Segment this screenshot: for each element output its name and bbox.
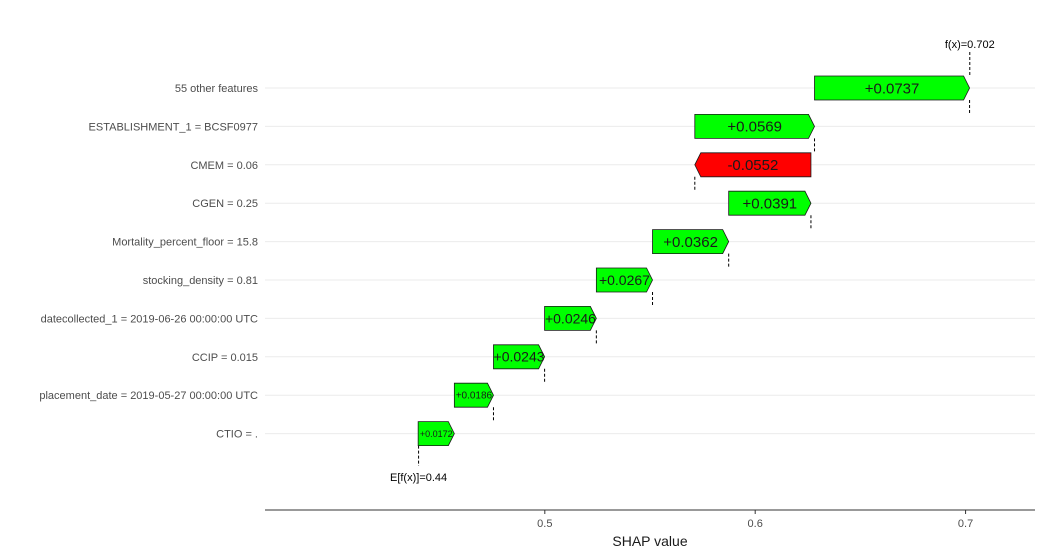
x-tick-label: 0.6: [748, 518, 763, 530]
waterfall-bar: [453, 382, 494, 408]
bar-value-label: -0.0552: [727, 157, 778, 174]
waterfall-bar: [544, 305, 597, 331]
waterfall-bar: [728, 190, 812, 216]
bar-value-label: +0.0569: [727, 119, 782, 136]
feature-label: CGEN = 0.25: [192, 198, 258, 210]
waterfall-bar: [652, 229, 730, 255]
feature-label: ESTABLISHMENT_1 = BCSF0977: [89, 121, 258, 133]
feature-label: CCIP = 0.015: [192, 352, 258, 364]
bar-value-label: +0.0243: [494, 349, 545, 365]
feature-label: 55 other features: [175, 83, 259, 95]
x-tick-label: 0.7: [958, 518, 973, 530]
feature-label: placement_date = 2019-05-27 00:00:00 UTC: [39, 390, 258, 402]
feature-label: CMEM = 0.06: [190, 160, 258, 172]
bar-value-label: +0.0172: [420, 429, 453, 439]
grid-lines: [265, 87, 1035, 435]
x-axis-ticks: 0.5 0.6 0.7: [537, 510, 973, 530]
waterfall-bar: [814, 75, 971, 101]
final-value-label: f(x)=0.702: [945, 39, 995, 51]
waterfall-bar: [493, 344, 546, 370]
x-axis-title: SHAP value: [612, 533, 687, 549]
bar-value-label: +0.0391: [742, 195, 797, 212]
bar-value-label: +0.0246: [545, 310, 596, 326]
waterfall-bar: [417, 421, 455, 447]
feature-label: datecollected_1 = 2019-06-26 00:00:00 UT…: [41, 313, 258, 325]
feature-label: Mortality_percent_floor = 15.8: [112, 237, 258, 249]
waterfall-bar: [694, 114, 815, 139]
feature-label: CTIO = .: [216, 429, 258, 441]
base-value-label: E[f(x)]=0.44: [390, 472, 447, 484]
bars: +0.0737 +0.0569 -0.0552 +0.0391 +0.0362 +0.02…: [417, 75, 971, 447]
bar-value-label: +0.0737: [865, 80, 920, 97]
feature-label: stocking_density = 0.81: [143, 275, 258, 287]
waterfall-bar: [694, 152, 812, 178]
x-tick-label: 0.5: [537, 518, 552, 530]
waterfall-bar: [595, 267, 653, 293]
bar-value-label: +0.0362: [663, 234, 718, 251]
bar-value-label: +0.0267: [599, 272, 650, 288]
bar-value-label: +0.0186: [456, 391, 493, 402]
connector-lines: [418, 52, 971, 466]
feature-labels: 55 other features ESTABLISHMENT_1 = BCSF0…: [39, 83, 258, 441]
